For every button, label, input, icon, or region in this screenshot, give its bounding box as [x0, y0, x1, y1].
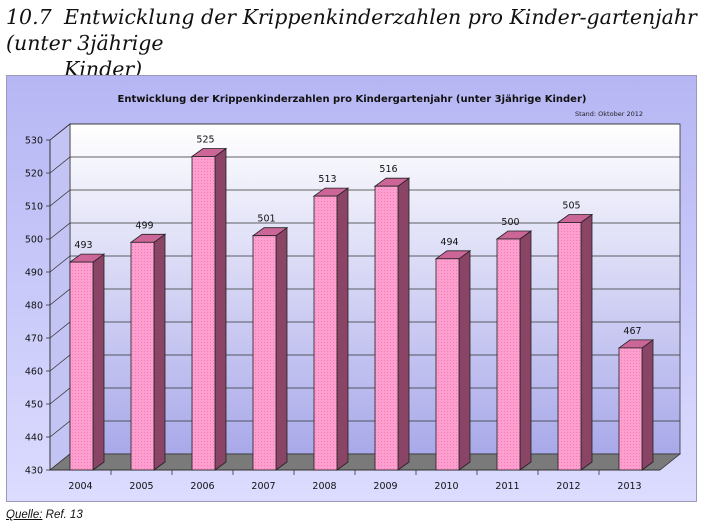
bar — [68, 253, 106, 471]
y-tick-label: 520 — [25, 169, 43, 180]
data-label: 505 — [562, 201, 580, 212]
gridline — [49, 222, 680, 240]
bar-front — [69, 261, 94, 471]
source-note: Quelle: Ref. 13 — [6, 509, 83, 521]
bar-front — [618, 347, 643, 471]
data-label: 493 — [74, 240, 92, 251]
y-tick-label: 530 — [25, 136, 43, 147]
bar-side — [641, 339, 654, 471]
bar-side — [153, 233, 166, 471]
bar — [495, 230, 533, 471]
bar-front — [130, 241, 155, 471]
gridline — [49, 189, 680, 207]
bar-front — [557, 222, 582, 471]
x-tick-label: 2013 — [617, 481, 641, 492]
data-label: 499 — [135, 220, 153, 231]
x-tick-label: 2012 — [556, 481, 580, 492]
bar — [129, 233, 167, 471]
y-tick-label: 450 — [25, 400, 43, 411]
data-label: 494 — [440, 237, 458, 248]
bar — [434, 250, 472, 471]
chart-frame — [6, 75, 697, 502]
section-heading: 10.7 Entwicklung der Krippenkinderzahlen … — [6, 4, 706, 82]
bar-front — [435, 258, 460, 471]
bar-side — [336, 187, 349, 471]
bar-side — [519, 230, 532, 471]
x-tick-label: 2010 — [434, 481, 458, 492]
x-tick-label: 2008 — [312, 481, 336, 492]
data-label: 516 — [379, 164, 397, 175]
y-tick-label: 440 — [25, 433, 43, 444]
y-tick-label: 490 — [25, 268, 43, 279]
bar-front — [191, 156, 216, 471]
bar-side — [458, 250, 471, 471]
bar — [617, 339, 655, 471]
source-ref: Ref. 13 — [45, 509, 83, 521]
x-tick-label: 2006 — [190, 481, 214, 492]
bar-side — [397, 177, 410, 471]
y-tick-label: 480 — [25, 301, 43, 312]
data-label: 525 — [196, 135, 214, 146]
y-tick-label: 460 — [25, 367, 43, 378]
gridline — [49, 156, 680, 174]
x-tick-label: 2009 — [373, 481, 397, 492]
data-label: 501 — [257, 214, 275, 225]
data-label: 500 — [501, 217, 519, 228]
bar-front — [252, 235, 277, 471]
bar-front — [313, 195, 338, 471]
chart-title: Entwicklung der Krippenkinderzahlen pro … — [118, 94, 587, 105]
x-tick-label: 2007 — [251, 481, 275, 492]
bar — [556, 213, 594, 471]
bar-side — [275, 226, 288, 471]
x-tick-label: 2011 — [495, 481, 519, 492]
gridline — [49, 255, 680, 273]
bar — [312, 187, 350, 471]
bar-front — [374, 185, 399, 471]
source-label: Quelle: — [6, 509, 43, 521]
y-tick-label: 430 — [25, 466, 43, 477]
bar-side — [92, 253, 105, 471]
y-tick-label: 500 — [25, 235, 43, 246]
gridline — [49, 123, 680, 141]
data-label: 513 — [318, 174, 336, 185]
y-tick-label: 510 — [25, 202, 43, 213]
x-tick-label: 2004 — [68, 481, 92, 492]
bar — [251, 226, 289, 471]
x-tick-label: 2005 — [129, 481, 153, 492]
bar — [190, 147, 228, 471]
bar-front — [496, 238, 521, 471]
section-title-line1: Entwicklung der Krippenkinderzahlen pro … — [6, 5, 697, 55]
chart-note: Stand: Oktober 2012 — [575, 110, 643, 118]
bar-side — [580, 213, 593, 471]
y-tick-label: 470 — [25, 334, 43, 345]
data-label: 467 — [623, 326, 641, 337]
bar — [373, 177, 411, 471]
section-number: 10.7 — [6, 5, 52, 29]
bar-side — [214, 147, 227, 471]
